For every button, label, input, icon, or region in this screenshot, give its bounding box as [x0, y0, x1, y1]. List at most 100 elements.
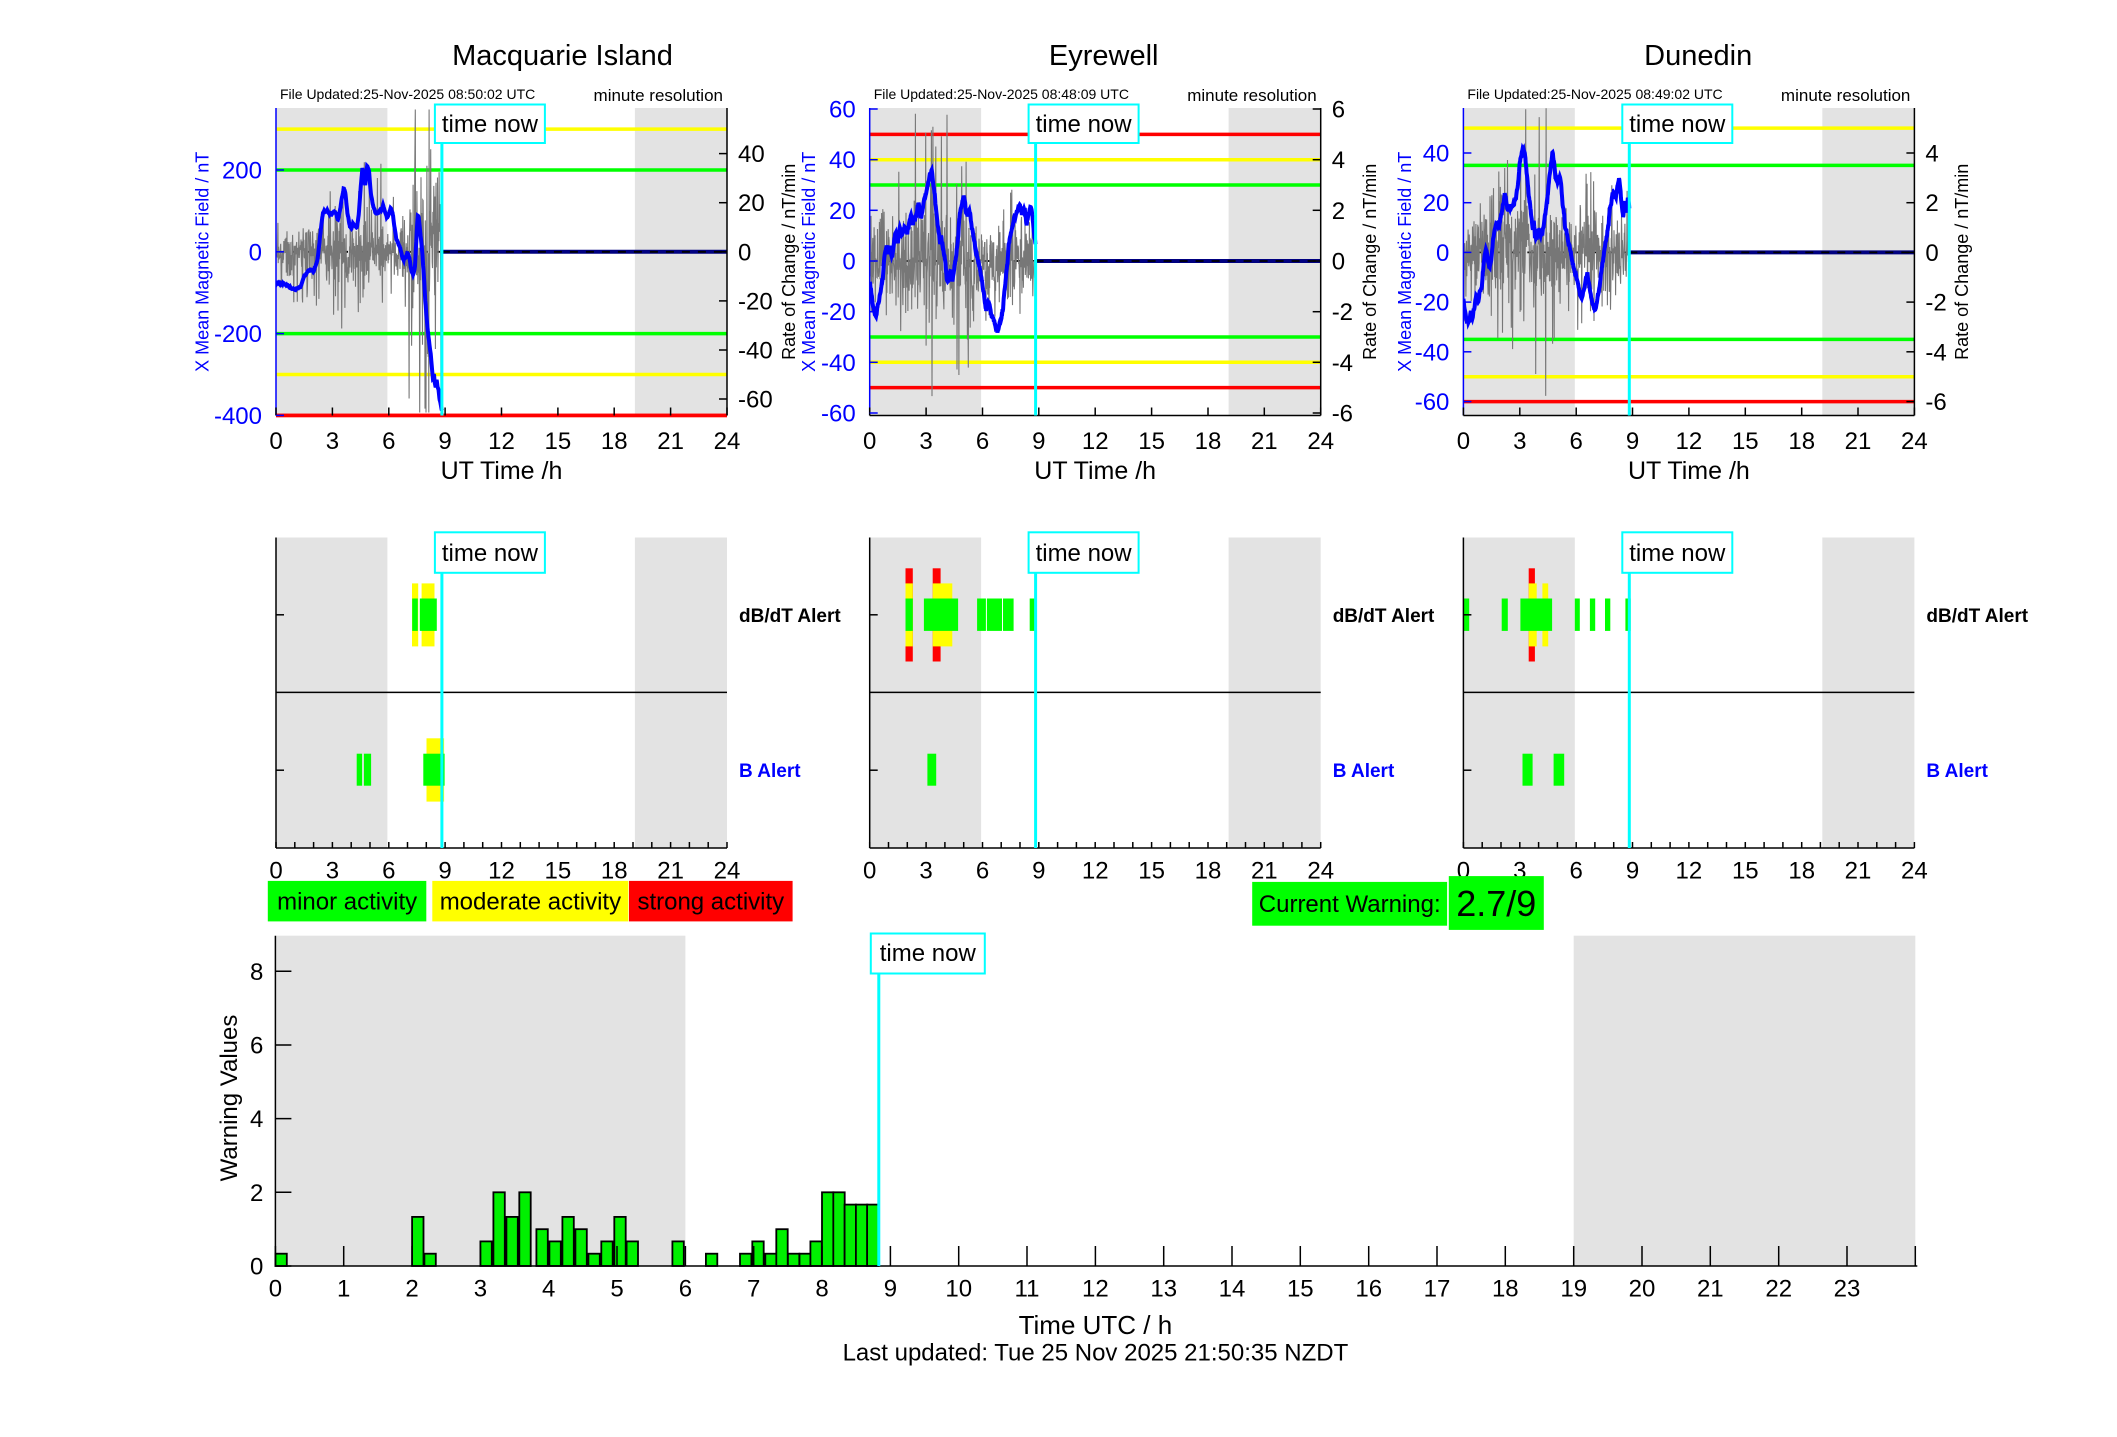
svg-text:12: 12 — [1676, 858, 1703, 885]
svg-text:0: 0 — [249, 239, 262, 266]
svg-text:0: 0 — [1436, 240, 1449, 267]
svg-text:200: 200 — [222, 158, 262, 185]
svg-text:0: 0 — [269, 428, 282, 455]
svg-text:-20: -20 — [1415, 290, 1450, 317]
svg-text:18: 18 — [1195, 428, 1222, 455]
svg-text:20: 20 — [1629, 1276, 1656, 1303]
svg-text:B Alert: B Alert — [739, 761, 801, 782]
svg-text:4: 4 — [1925, 141, 1938, 168]
svg-text:-60: -60 — [738, 387, 773, 414]
svg-text:12: 12 — [488, 428, 515, 455]
svg-text:15: 15 — [545, 428, 572, 455]
svg-text:minute resolution: minute resolution — [594, 86, 723, 105]
svg-text:6: 6 — [1570, 428, 1583, 455]
svg-text:24: 24 — [1901, 428, 1928, 455]
svg-text:21: 21 — [1251, 428, 1278, 455]
svg-text:12: 12 — [1082, 858, 1109, 885]
svg-text:3: 3 — [326, 858, 339, 885]
svg-text:12: 12 — [1676, 428, 1703, 455]
svg-text:2: 2 — [250, 1180, 263, 1207]
svg-text:24: 24 — [1307, 428, 1334, 455]
svg-text:-60: -60 — [821, 401, 856, 428]
svg-text:3: 3 — [919, 428, 932, 455]
svg-text:8: 8 — [250, 959, 263, 986]
svg-text:18: 18 — [601, 428, 628, 455]
svg-text:0: 0 — [1925, 240, 1938, 267]
svg-text:0: 0 — [738, 239, 751, 266]
svg-text:4: 4 — [250, 1106, 263, 1133]
svg-text:minute resolution: minute resolution — [1187, 86, 1316, 105]
svg-text:File Updated:25-Nov-2025 08:49: File Updated:25-Nov-2025 08:49:02 UTC — [1467, 86, 1722, 102]
svg-text:-6: -6 — [1925, 389, 1946, 416]
svg-text:-400: -400 — [214, 403, 262, 430]
svg-text:0: 0 — [1332, 249, 1345, 276]
svg-text:0: 0 — [250, 1254, 263, 1281]
svg-text:15: 15 — [1732, 858, 1759, 885]
svg-text:Dunedin: Dunedin — [1644, 40, 1752, 72]
svg-text:21: 21 — [1845, 428, 1872, 455]
svg-text:24: 24 — [1901, 858, 1928, 885]
svg-text:Rate of Change / nT/min: Rate of Change / nT/min — [1360, 164, 1380, 360]
svg-text:9: 9 — [1626, 428, 1639, 455]
svg-text:60: 60 — [829, 97, 856, 124]
svg-text:21: 21 — [1251, 858, 1278, 885]
svg-text:0: 0 — [269, 1276, 282, 1303]
svg-text:40: 40 — [829, 147, 856, 174]
svg-text:-2: -2 — [1332, 299, 1353, 326]
svg-text:10: 10 — [945, 1276, 972, 1303]
svg-text:6: 6 — [1570, 858, 1583, 885]
svg-text:6: 6 — [679, 1276, 692, 1303]
svg-text:Rate of Change / nT/min: Rate of Change / nT/min — [779, 164, 799, 360]
svg-text:22: 22 — [1765, 1276, 1792, 1303]
svg-text:20: 20 — [738, 190, 765, 217]
svg-text:File Updated:25-Nov-2025 08:50: File Updated:25-Nov-2025 08:50:02 UTC — [280, 86, 535, 102]
svg-text:19: 19 — [1560, 1276, 1587, 1303]
svg-text:minute resolution: minute resolution — [1781, 86, 1910, 105]
svg-text:15: 15 — [1138, 428, 1165, 455]
svg-text:0: 0 — [842, 249, 855, 276]
svg-text:0: 0 — [863, 428, 876, 455]
svg-text:UT Time /h: UT Time /h — [1628, 457, 1750, 485]
svg-text:20: 20 — [1423, 190, 1450, 217]
svg-text:11: 11 — [1015, 1276, 1040, 1303]
svg-text:8: 8 — [815, 1276, 828, 1303]
svg-text:9: 9 — [438, 858, 451, 885]
svg-text:9: 9 — [1626, 858, 1639, 885]
svg-text:-40: -40 — [1415, 339, 1450, 366]
svg-text:0: 0 — [269, 858, 282, 885]
svg-text:17: 17 — [1424, 1276, 1451, 1303]
svg-text:6: 6 — [382, 858, 395, 885]
svg-text:time now: time now — [442, 111, 539, 138]
svg-text:time now: time now — [1629, 540, 1726, 567]
svg-text:12: 12 — [488, 858, 515, 885]
svg-text:4: 4 — [542, 1276, 555, 1303]
svg-text:2: 2 — [1925, 190, 1938, 217]
svg-text:14: 14 — [1219, 1276, 1246, 1303]
svg-text:time now: time now — [1629, 111, 1726, 138]
svg-text:time now: time now — [442, 540, 539, 567]
svg-text:6: 6 — [976, 428, 989, 455]
svg-text:9: 9 — [1032, 428, 1045, 455]
svg-text:4: 4 — [1332, 147, 1345, 174]
svg-text:24: 24 — [714, 428, 741, 455]
svg-text:16: 16 — [1355, 1276, 1382, 1303]
svg-text:-4: -4 — [1925, 339, 1946, 366]
svg-text:20: 20 — [829, 198, 856, 225]
svg-text:0: 0 — [863, 858, 876, 885]
svg-text:3: 3 — [474, 1276, 487, 1303]
svg-text:24: 24 — [1307, 858, 1334, 885]
svg-text:dB/dT Alert: dB/dT Alert — [739, 606, 841, 627]
svg-text:6: 6 — [1332, 97, 1345, 124]
svg-text:23: 23 — [1834, 1276, 1861, 1303]
svg-text:File Updated:25-Nov-2025 08:48: File Updated:25-Nov-2025 08:48:09 UTC — [874, 86, 1129, 102]
svg-text:15: 15 — [1287, 1276, 1314, 1303]
svg-text:-200: -200 — [214, 321, 262, 348]
svg-text:-20: -20 — [738, 288, 773, 315]
svg-text:40: 40 — [738, 141, 765, 168]
svg-text:Macquarie Island: Macquarie Island — [452, 40, 673, 72]
svg-text:1: 1 — [337, 1276, 350, 1303]
svg-text:3: 3 — [919, 858, 932, 885]
svg-text:strong activity: strong activity — [637, 889, 784, 916]
svg-text:2: 2 — [1332, 198, 1345, 225]
svg-text:21: 21 — [657, 858, 684, 885]
